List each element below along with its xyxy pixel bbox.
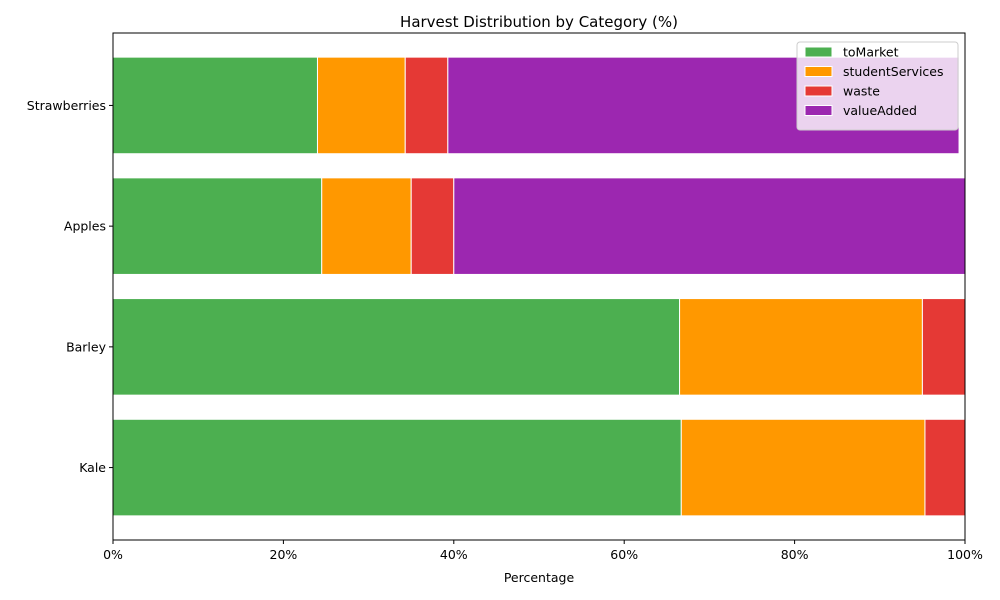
bar-strawberries-toMarket	[112, 56, 318, 155]
y-tick-label: Apples	[64, 219, 106, 234]
legend-frame	[796, 41, 959, 131]
x-tick-label: 100%	[947, 547, 983, 562]
x-tick-label: 40%	[440, 547, 468, 562]
bar-kale-waste	[924, 418, 966, 517]
x-tick-label: 60%	[610, 547, 638, 562]
y-tick-label: Barley	[66, 339, 107, 354]
bar-strawberries-waste	[404, 56, 449, 155]
legend-swatch-studentServices	[804, 66, 833, 77]
legend-swatch-waste	[804, 85, 833, 97]
x-axis: 0% 20% 40% 60% 80% 100%	[103, 540, 983, 562]
x-tick-label: 0%	[103, 547, 123, 562]
legend-label-waste: waste	[843, 84, 880, 99]
bar-apples-waste	[410, 177, 455, 275]
plot-frame	[112, 32, 966, 541]
bar-apples-studentServices	[321, 177, 412, 275]
bars-group	[112, 56, 966, 517]
legend-swatch-toMarket	[804, 46, 833, 58]
chart-title: Harvest Distribution by Category (%)	[400, 13, 678, 31]
legend: toMarket studentServices waste valueAdded	[796, 41, 959, 131]
x-tick-label: 20%	[270, 547, 298, 562]
y-axis: Kale Barley Apples Strawberries	[27, 98, 113, 475]
legend-label-toMarket: toMarket	[843, 45, 899, 60]
bar-apples-valueAdded	[453, 177, 966, 275]
legend-label-studentServices: studentServices	[843, 64, 944, 79]
y-tick-label: Strawberries	[27, 98, 106, 113]
bar-kale-studentServices	[680, 418, 926, 517]
bar-strawberries-studentServices	[316, 56, 406, 155]
bar-apples-toMarket	[112, 177, 323, 275]
y-tick-label: Kale	[79, 460, 106, 475]
bar-barley-waste	[921, 298, 966, 396]
legend-label-valueAdded: valueAdded	[843, 103, 917, 118]
legend-swatch-valueAdded	[804, 105, 833, 116]
x-tick-label: 80%	[781, 547, 809, 562]
bar-kale-toMarket	[112, 418, 682, 517]
x-axis-label: Percentage	[504, 570, 575, 585]
bar-barley-studentServices	[679, 298, 923, 396]
bar-barley-toMarket	[112, 298, 681, 396]
